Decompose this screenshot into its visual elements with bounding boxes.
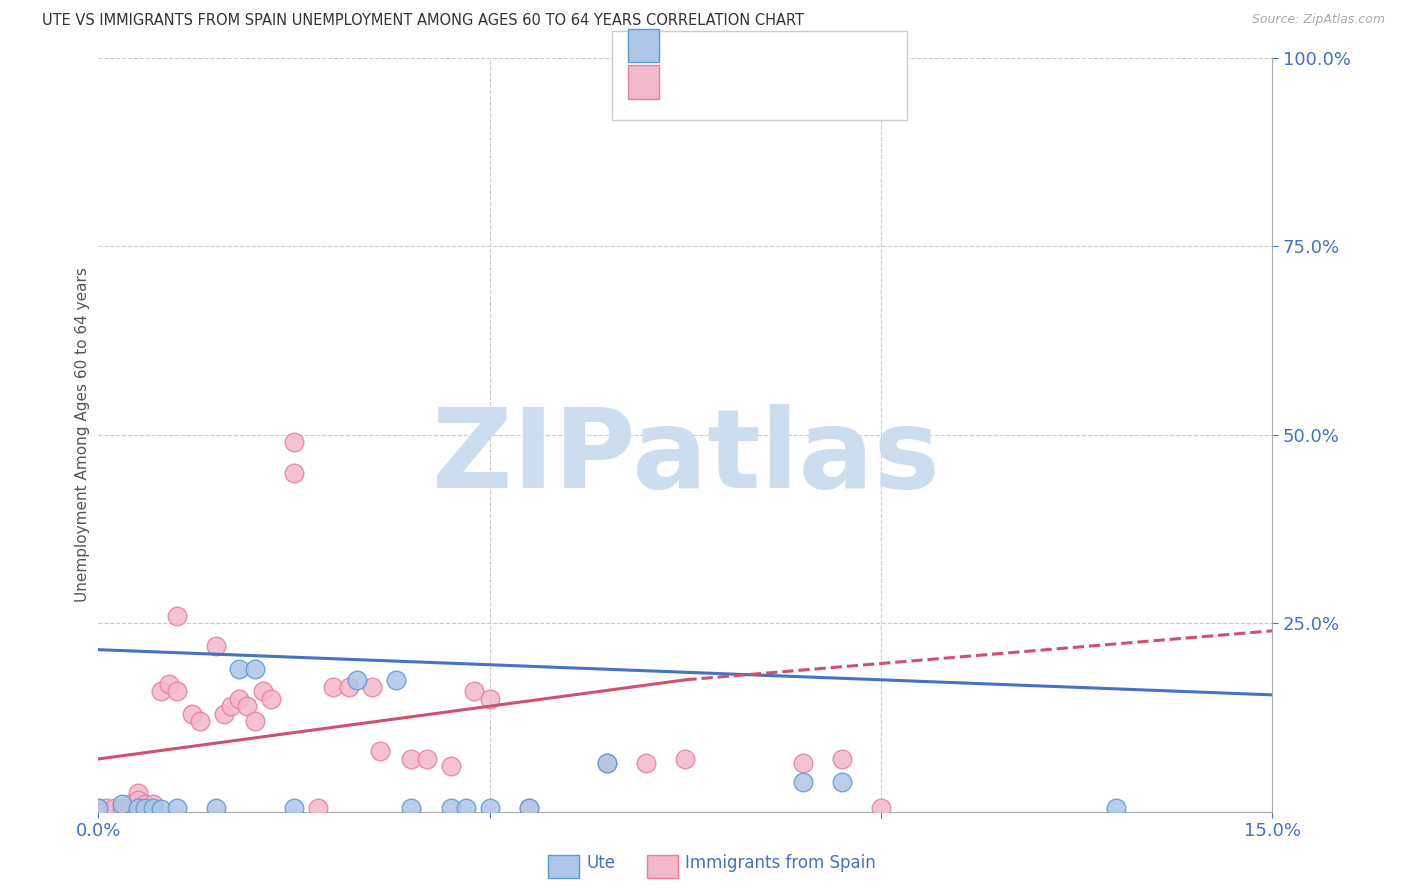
Point [870, 73, 893, 87]
Point [228, 691, 250, 706]
Point [792, 774, 814, 789]
Point [166, 608, 188, 623]
Text: 44: 44 [801, 71, 823, 89]
Point [259, 691, 281, 706]
Text: UTE VS IMMIGRANTS FROM SPAIN UNEMPLOYMENT AMONG AGES 60 TO 64 YEARS CORRELATION : UTE VS IMMIGRANTS FROM SPAIN UNEMPLOYMEN… [42, 13, 804, 29]
Point [322, 681, 344, 695]
Point [252, 684, 274, 698]
Text: 0.185: 0.185 [710, 71, 762, 89]
Point [385, 673, 408, 687]
Text: Immigrants from Spain: Immigrants from Spain [685, 855, 876, 872]
Point [636, 756, 658, 770]
Point [221, 699, 243, 714]
Point [111, 801, 134, 815]
Point [368, 744, 391, 758]
Point [205, 639, 228, 653]
Point [463, 684, 485, 698]
Point [401, 801, 423, 815]
Point [142, 797, 165, 812]
Point [127, 801, 149, 815]
Y-axis label: Unemployment Among Ages 60 to 64 years: Unemployment Among Ages 60 to 64 years [75, 268, 90, 602]
Point [228, 661, 250, 675]
Point [283, 435, 305, 450]
Point [111, 797, 134, 812]
Point [142, 801, 165, 815]
Point [150, 684, 173, 698]
Point [188, 714, 211, 729]
Point [440, 759, 463, 773]
Point [401, 752, 423, 766]
Point [596, 756, 619, 770]
Point [792, 756, 814, 770]
Point [150, 802, 173, 816]
Point [337, 681, 360, 695]
Point [870, 801, 893, 815]
Point [517, 801, 540, 815]
Text: R =: R = [671, 71, 707, 89]
Point [283, 801, 305, 815]
Text: Source: ZipAtlas.com: Source: ZipAtlas.com [1251, 13, 1385, 27]
Point [517, 801, 540, 815]
Point [831, 774, 853, 789]
Point [166, 801, 188, 815]
Text: R =: R = [671, 35, 707, 53]
Point [96, 801, 118, 815]
Text: N =: N = [766, 71, 814, 89]
Point [181, 706, 204, 721]
Point [87, 801, 110, 815]
Point [243, 661, 266, 675]
Point [127, 793, 149, 807]
Point [243, 714, 266, 729]
Point [307, 801, 329, 815]
Point [283, 466, 305, 480]
Point [134, 797, 156, 812]
Point [831, 752, 853, 766]
Point [478, 801, 501, 815]
Point [205, 801, 228, 815]
Point [103, 801, 125, 815]
Text: ZIPatlas: ZIPatlas [432, 404, 939, 511]
Point [346, 673, 368, 687]
Text: -0.073: -0.073 [710, 35, 763, 53]
Point [416, 752, 439, 766]
Point [87, 801, 110, 815]
Point [166, 684, 188, 698]
Point [361, 681, 384, 695]
Text: 11: 11 [801, 35, 823, 53]
Text: Ute: Ute [586, 855, 616, 872]
Point [456, 801, 478, 815]
Point [596, 756, 619, 770]
Point [157, 676, 180, 690]
Point [675, 752, 697, 766]
Point [478, 691, 501, 706]
Point [134, 801, 156, 815]
Point [1105, 801, 1128, 815]
Point [440, 801, 463, 815]
Point [212, 706, 235, 721]
Point [118, 797, 141, 812]
Point [236, 699, 259, 714]
Text: N =: N = [766, 35, 814, 53]
Point [127, 786, 149, 800]
